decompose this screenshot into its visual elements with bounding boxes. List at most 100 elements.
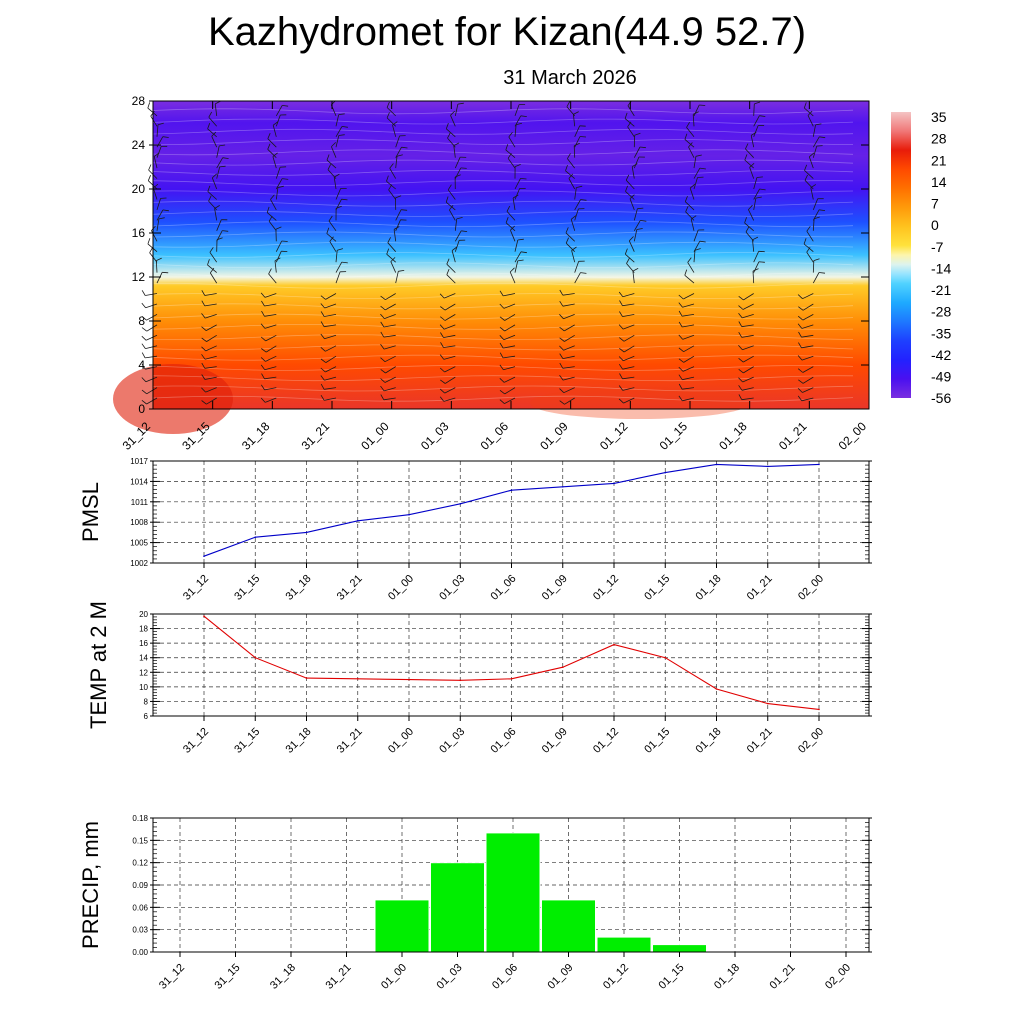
data-point: [305, 531, 308, 534]
contour-line: [152, 159, 854, 166]
data-point: [203, 615, 205, 617]
wind-barb: [802, 366, 814, 373]
wind-barb: [264, 366, 277, 371]
wind-barb: [152, 187, 158, 200]
wind-barb-flag: [208, 111, 213, 118]
wind-barb: [454, 218, 458, 231]
wind-barb: [744, 159, 754, 169]
wind-barb: [207, 191, 217, 200]
wind-barb: [205, 314, 217, 319]
wind-barb: [633, 146, 641, 158]
wind-barb: [386, 107, 396, 117]
wind-barb-flag: [626, 258, 630, 264]
wind-barb-flag: [573, 111, 579, 115]
x-tick-label: 31_15: [213, 962, 243, 992]
wind-barb: [573, 145, 576, 158]
data-point: [510, 678, 513, 680]
wind-barb: [683, 293, 695, 300]
wind-barb: [395, 219, 401, 231]
wind-barb: [503, 303, 516, 309]
wind-barb: [386, 253, 396, 263]
wind-barb: [693, 177, 698, 190]
colorbar-label: 14: [931, 174, 947, 190]
wind-barb-flag: [260, 357, 266, 362]
wind-barb-flag: [565, 237, 569, 244]
wind-barb: [562, 366, 575, 369]
wind-barb: [503, 355, 516, 359]
wind-barb-flag: [147, 238, 151, 245]
wind-barb-flag: [260, 292, 266, 298]
wind-barb: [623, 355, 635, 362]
wind-barb: [324, 334, 337, 340]
wind-barb-flag: [618, 385, 624, 391]
wind-barb: [741, 387, 754, 391]
x-tick-label: 01_21: [776, 419, 810, 453]
wind-barb: [802, 303, 814, 311]
wind-barb: [444, 376, 456, 384]
y-tick-label: 16: [132, 226, 146, 240]
wind-barb-flag: [380, 357, 386, 362]
wind-barb: [514, 104, 520, 117]
wind-barb: [155, 260, 158, 273]
y-tick-label: 0.15: [132, 836, 148, 845]
contour-line: [152, 118, 854, 125]
colorbar-label: 21: [931, 152, 947, 168]
wind-barb: [214, 208, 218, 221]
wind-barb: [742, 303, 754, 310]
wind-barb: [335, 199, 342, 211]
wind-barb-flag: [320, 311, 325, 317]
wind-barb-flag: [629, 236, 634, 242]
wind-barb: [156, 124, 159, 137]
wind-barb: [146, 387, 158, 395]
wind-barb: [266, 212, 277, 221]
wind-barb: [622, 376, 635, 380]
wind-barb-flag: [624, 248, 628, 255]
wind-barb: [335, 250, 338, 263]
wind-barb: [745, 231, 755, 242]
wind-barb: [742, 345, 754, 351]
wind-barb-flag: [219, 144, 226, 147]
wind-barb: [146, 314, 158, 321]
wind-barb-flag: [162, 271, 169, 274]
y-tick-label: 28: [132, 94, 146, 108]
colorbar-label: -49: [931, 369, 951, 385]
wind-barb: [151, 230, 158, 242]
wind-barb: [743, 355, 754, 363]
wind-barb: [395, 156, 398, 169]
wind-barb: [622, 293, 635, 298]
wind-barb-flag: [201, 300, 206, 307]
wind-barb: [264, 303, 277, 307]
wind-barb: [453, 145, 456, 158]
y-tick-label: 0.18: [132, 814, 148, 823]
data-point: [203, 555, 205, 557]
wind-barb: [147, 107, 158, 117]
wind-barb: [507, 158, 516, 169]
wind-barb: [753, 125, 759, 137]
wind-barb: [505, 222, 516, 232]
y-axis-title: TEMP at 2 M: [86, 601, 111, 729]
wind-barb-flag: [201, 374, 206, 380]
wind-barb: [444, 387, 456, 394]
data-point: [357, 520, 359, 522]
wind-barb-flag: [625, 174, 630, 181]
wind-barb: [207, 128, 217, 138]
y-tick-label: 6: [144, 712, 149, 721]
wind-barb: [325, 355, 337, 363]
wind-barb-flag: [201, 313, 206, 319]
wind-barb-flag: [618, 363, 623, 370]
wind-barb: [812, 198, 819, 211]
wind-barb-flag: [505, 144, 509, 151]
bar: [485, 832, 541, 953]
wind-barb-flag: [559, 337, 565, 342]
wind-barb: [328, 220, 337, 232]
wind-barb: [503, 345, 516, 349]
wind-barb: [625, 191, 635, 200]
wind-barb: [562, 355, 575, 359]
x-tick-label: 31_12: [181, 573, 211, 603]
wind-barb-flag: [499, 378, 505, 383]
wind-barb: [632, 271, 635, 284]
wind-barb-flag: [685, 206, 689, 212]
wind-barb: [562, 376, 575, 381]
wind-barb: [324, 314, 337, 317]
colorbar-label: -56: [931, 390, 951, 406]
